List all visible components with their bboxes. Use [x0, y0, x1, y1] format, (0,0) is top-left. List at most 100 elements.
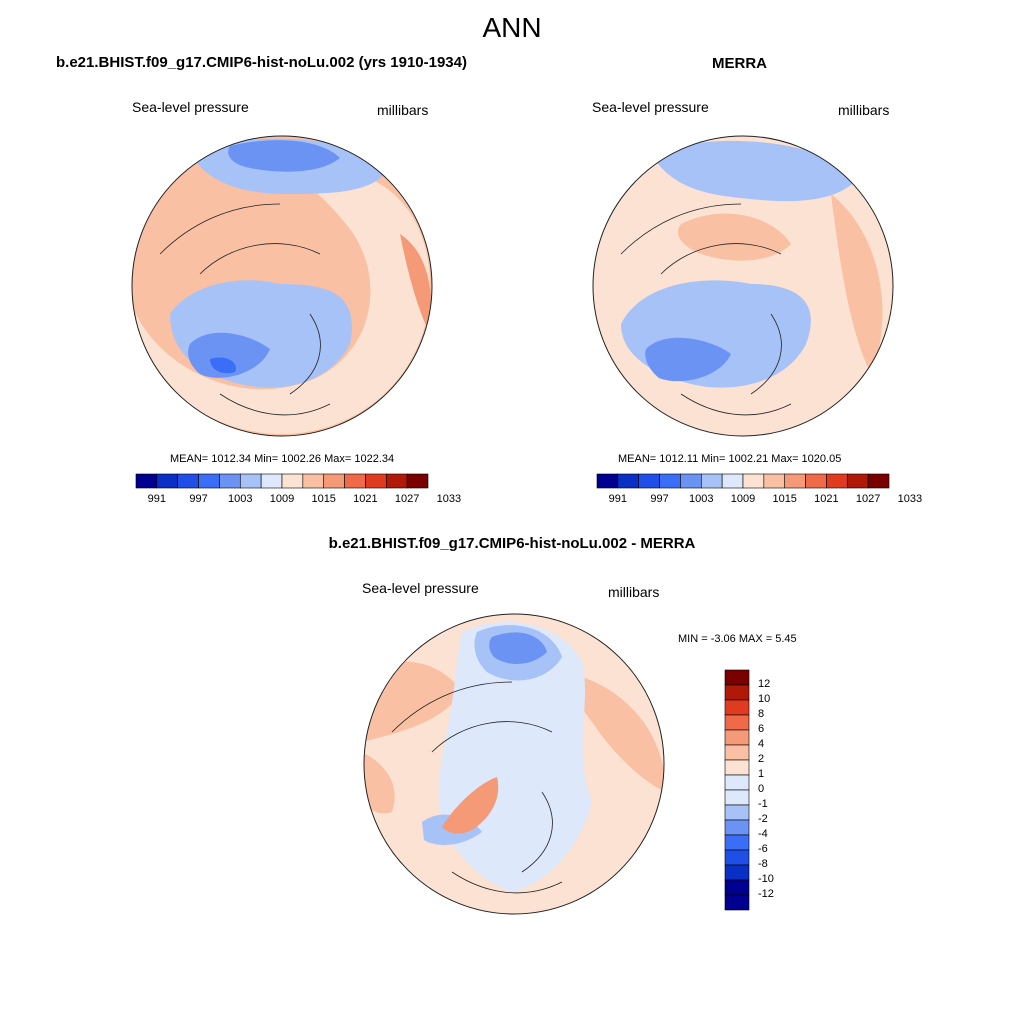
panel-diff-stats: MIN = -3.06 MAX = 5.45: [678, 633, 797, 645]
polar-map-difference: [363, 613, 665, 915]
colorbar-tick-label: 997: [189, 493, 208, 505]
colorbar-tick-label: -6: [758, 843, 768, 855]
colorbar-tick-label: 2: [758, 753, 765, 765]
colorbar-swatch: [724, 834, 750, 851]
colorbar-tick-label: 1027: [855, 493, 881, 505]
colorbar-swatch: [659, 473, 681, 489]
colorbar-tick-label: -2: [758, 813, 768, 825]
panel-diff-title: b.e21.BHIST.f09_g17.CMIP6-hist-noLu.002 …: [328, 535, 696, 552]
colorbar-swatch: [156, 473, 179, 489]
colorbar-tick-label: 991: [147, 493, 167, 505]
colorbar-swatch: [721, 473, 744, 489]
panel-merra-variable-label: Sea-level pressure: [592, 99, 709, 115]
colorbar-swatch: [135, 473, 158, 489]
colorbar-swatch: [724, 879, 750, 896]
map-outline: [131, 135, 433, 437]
colorbar-swatch: [198, 473, 220, 489]
map-high-region: [273, 210, 350, 242]
colorbar-swatch: [724, 894, 750, 911]
panel-model-units-label: millibars: [377, 102, 429, 118]
colorbar-tick-label: 1009: [269, 493, 295, 505]
colorbar-swatch: [763, 473, 786, 489]
colorbar-swatch: [724, 684, 750, 701]
map-contour-band: [136, 168, 430, 434]
map-low-region: [645, 337, 731, 382]
colorbar-swatch: [700, 473, 723, 489]
coastline: [620, 203, 792, 416]
colorbar-swatch: [826, 473, 848, 489]
colorbar-swatch: [219, 473, 241, 489]
colorbar-swatch: [365, 473, 387, 489]
map-high-region: [400, 234, 432, 334]
colorbar-tick-label: 1033: [897, 493, 923, 505]
colorbar-swatch: [724, 699, 750, 716]
map-low-region: [188, 332, 270, 378]
colorbar-tick-label: 997: [650, 493, 669, 505]
panel-model-stats: MEAN= 1012.34 Min= 1002.26 Max= 1022.34: [170, 453, 395, 465]
colorbar-swatch: [239, 473, 262, 489]
colorbar-swatch: [680, 473, 702, 489]
colorbar-difference-ticks: 12 10 8 6 4 2 1 0 -1 -2 -4 -6 -8 -10 -12: [756, 669, 796, 911]
colorbar-swatch: [867, 473, 890, 489]
colorbar-swatch: [724, 819, 750, 836]
colorbar-model-ticks: 991 997 1003 1009 1015 1021 1027 1033: [136, 493, 461, 507]
panel-merra-title: MERRA: [712, 55, 767, 72]
colorbar-tick-label: 1015: [772, 493, 797, 505]
colorbar-tick-label: 1003: [228, 493, 253, 505]
map-low-region: [228, 140, 340, 172]
colorbar-tick-label: 4: [758, 738, 765, 750]
colorbar-swatch: [344, 473, 366, 489]
colorbar-swatch: [724, 669, 750, 686]
colorbar-swatch: [724, 804, 750, 821]
colorbar-swatch: [385, 473, 408, 489]
colorbar-tick-label: -10: [758, 873, 774, 885]
colorbar-tick-label: 991: [608, 493, 628, 505]
colorbar-tick-label: 1003: [689, 493, 714, 505]
polar-map-merra: [592, 135, 894, 437]
colorbar-tick-label: -12: [758, 888, 774, 900]
coastline: [391, 681, 563, 894]
panel-diff-units-label: millibars: [608, 584, 660, 600]
map-low-region: [489, 632, 547, 664]
panel-diff-variable-label: Sea-level pressure: [362, 580, 479, 596]
colorbar-tick-label: 1: [758, 768, 765, 780]
coastline: [159, 203, 331, 416]
colorbar-swatch: [805, 473, 827, 489]
colorbar-tick-label: 6: [758, 723, 765, 735]
colorbar-swatch: [281, 473, 304, 489]
polar-map-model: [131, 135, 433, 437]
colorbar-swatch: [260, 473, 283, 489]
colorbar-swatch: [846, 473, 869, 489]
colorbar-tick-label: -1: [758, 798, 768, 810]
map-high-region: [364, 752, 395, 814]
colorbar-merra-ticks: 991 997 1003 1009 1015 1021 1027 1033: [597, 493, 922, 507]
colorbar-merra: [596, 473, 890, 489]
colorbar-swatch: [784, 473, 806, 489]
colorbar-tick-label: 1033: [436, 493, 462, 505]
colorbar-swatch: [638, 473, 660, 489]
colorbar-tick-label: 1027: [394, 493, 420, 505]
colorbar-swatch: [724, 759, 750, 776]
colorbar-tick-label: 0: [758, 783, 765, 795]
colorbar-tick-label: 10: [758, 693, 771, 705]
map-outline: [363, 613, 665, 915]
colorbar-tick-label: -8: [758, 858, 768, 870]
main-title: ANN: [482, 12, 542, 43]
colorbar-swatch: [724, 714, 750, 731]
colorbar-tick-label: 1009: [730, 493, 756, 505]
colorbar-swatch: [724, 744, 750, 761]
colorbar-swatch: [406, 473, 429, 489]
panel-merra-stats: MEAN= 1012.11 Min= 1002.21 Max= 1020.05: [618, 453, 842, 465]
colorbar-swatch: [742, 473, 765, 489]
colorbar-swatch: [724, 774, 750, 791]
map-outline: [592, 135, 894, 437]
panel-merra-units-label: millibars: [838, 102, 890, 118]
colorbar-tick-label: 1021: [814, 493, 839, 505]
colorbar-tick-label: 12: [758, 678, 771, 690]
colorbar-swatch: [302, 473, 325, 489]
colorbar-swatch: [724, 864, 750, 881]
colorbar-swatch: [617, 473, 640, 489]
map-high-region: [831, 194, 883, 374]
colorbar-tick-label: 8: [758, 708, 765, 720]
map-low-region: [210, 357, 236, 374]
